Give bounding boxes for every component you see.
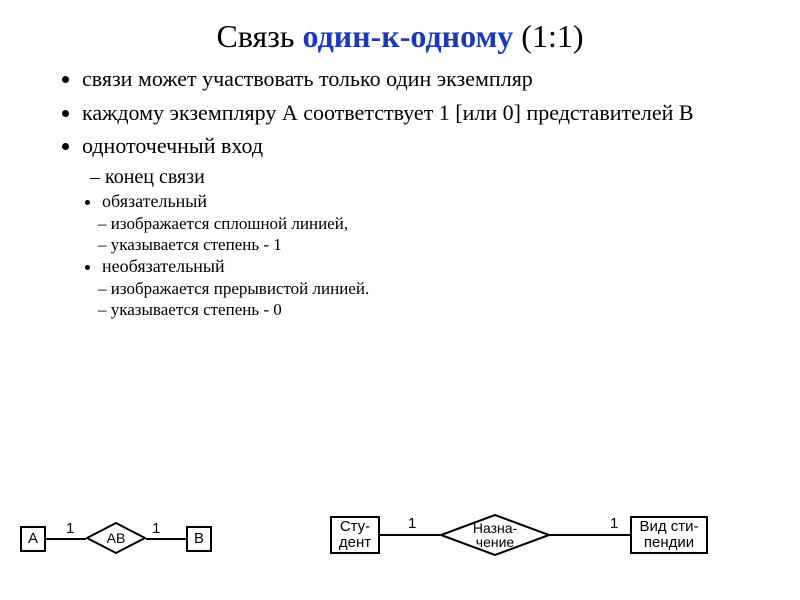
relation-diamond: АВ [86, 522, 146, 554]
entity-a: А [20, 526, 46, 552]
cardinality-right: 1 [610, 515, 618, 532]
bullet-lvl4: указывается степень - 1 [98, 235, 760, 255]
relation-label: АВ [86, 531, 146, 545]
entity-b: В [186, 526, 212, 552]
entity-scholarship-type: Вид сти- пендии [630, 516, 708, 554]
title-prefix: Связь [217, 18, 303, 54]
bullet-lvl1: одноточечный вход [82, 132, 760, 160]
edge [146, 538, 186, 540]
title-accent: один-к-одному [303, 18, 514, 54]
slide-title: Связь один-к-одному (1:1) [0, 0, 800, 65]
diagram-1: А 1 АВ 1 В [20, 520, 250, 560]
bullet-lvl1: каждому экземпляру А соответствует 1 [ил… [82, 99, 760, 127]
er-diagrams: А 1 АВ 1 В Сту- дент 1 Назна- чение 1 Ви… [0, 500, 800, 580]
edge [380, 534, 440, 536]
relation-label: Назна- чение [440, 521, 550, 549]
relation-diamond: Назна- чение [440, 514, 550, 556]
title-suffix: (1:1) [513, 18, 583, 54]
bullet-lvl1: связи может участвовать только один экзе… [82, 65, 760, 93]
edge [46, 538, 86, 540]
cardinality-left: 1 [408, 515, 416, 532]
entity-student: Сту- дент [330, 516, 380, 554]
bullet-lvl3: необязательный [102, 256, 760, 277]
bullet-lvl4: указывается степень - 0 [98, 300, 760, 320]
content-area: связи может участвовать только один экзе… [0, 65, 800, 320]
bullet-lvl4: изображается сплошной линией, [98, 214, 760, 234]
bullet-lvl2: конец связи [90, 166, 760, 189]
diagram-2: Сту- дент 1 Назна- чение 1 Вид сти- пенд… [330, 512, 780, 562]
edge [550, 534, 630, 536]
cardinality-left: 1 [66, 520, 74, 537]
cardinality-right: 1 [152, 520, 160, 537]
bullet-lvl4: изображается прерывистой линией. [98, 279, 760, 299]
bullet-lvl3: обязательный [102, 191, 760, 212]
